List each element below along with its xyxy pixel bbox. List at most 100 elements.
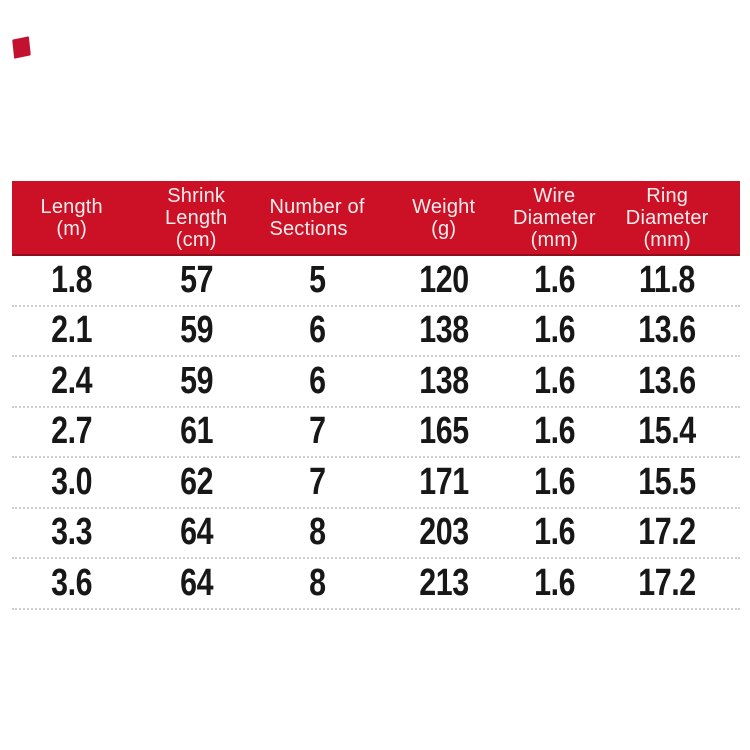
product-spec-table: Length (m) Shrink Length (cm) Number of … bbox=[12, 181, 740, 610]
cell-value: 1.8 bbox=[51, 258, 93, 301]
cell-ring-diameter: 11.8 bbox=[594, 259, 740, 302]
cell-shrink-length: 59 bbox=[131, 360, 261, 403]
column-header-wire-diameter: Wire Diameter (mm) bbox=[512, 181, 596, 254]
cell-value: 15.5 bbox=[638, 460, 696, 503]
cell-value: 13.6 bbox=[638, 359, 696, 402]
cell-ring-diameter: 13.6 bbox=[594, 360, 740, 403]
table-body: 1.8 57 5 120 1.6 11.8 2.1 59 6 138 1.6 1… bbox=[12, 256, 740, 610]
column-header-label: Number of Sections bbox=[269, 195, 365, 240]
cell-value: 57 bbox=[179, 258, 213, 301]
cell-sections: 6 bbox=[261, 309, 373, 352]
cell-length: 2.1 bbox=[12, 309, 131, 352]
cell-value: 1.6 bbox=[533, 511, 575, 554]
column-header-label: Wire Diameter (mm) bbox=[512, 184, 596, 251]
cell-value: 1.6 bbox=[533, 359, 575, 402]
cell-weight: 120 bbox=[373, 259, 514, 302]
cell-wire-diameter: 1.6 bbox=[514, 309, 594, 352]
cell-length: 3.6 bbox=[12, 562, 131, 605]
cell-value: 8 bbox=[308, 561, 326, 604]
cell-value: 165 bbox=[418, 410, 469, 453]
cell-value: 17.2 bbox=[638, 561, 696, 604]
cell-value: 13.6 bbox=[638, 309, 696, 352]
cell-shrink-length: 61 bbox=[131, 410, 261, 453]
cell-value: 2.7 bbox=[51, 410, 93, 453]
table-row: 1.8 57 5 120 1.6 11.8 bbox=[12, 256, 740, 307]
table-row: 3.6 64 8 213 1.6 17.2 bbox=[12, 559, 740, 610]
cell-wire-diameter: 1.6 bbox=[514, 360, 594, 403]
column-header-label: Ring Diameter (mm) bbox=[625, 184, 709, 251]
cell-wire-diameter: 1.6 bbox=[514, 410, 594, 453]
cell-value: 2.1 bbox=[51, 309, 93, 352]
cell-ring-diameter: 17.2 bbox=[594, 562, 740, 605]
cell-ring-diameter: 13.6 bbox=[594, 309, 740, 352]
table-row: 2.4 59 6 138 1.6 13.6 bbox=[12, 357, 740, 408]
cell-value: 59 bbox=[179, 359, 213, 402]
cell-value: 61 bbox=[179, 410, 213, 453]
cell-shrink-length: 57 bbox=[131, 259, 261, 302]
cell-value: 7 bbox=[308, 460, 326, 503]
cell-value: 1.6 bbox=[533, 258, 575, 301]
cell-value: 203 bbox=[418, 511, 469, 554]
cell-value: 6 bbox=[308, 359, 326, 402]
cell-wire-diameter: 1.6 bbox=[514, 562, 594, 605]
cell-weight: 171 bbox=[373, 461, 514, 504]
cell-value: 1.6 bbox=[533, 309, 575, 352]
cell-weight: 213 bbox=[373, 562, 514, 605]
cell-value: 64 bbox=[179, 511, 213, 554]
table-row: 2.7 61 7 165 1.6 15.4 bbox=[12, 408, 740, 458]
cell-value: 1.6 bbox=[533, 561, 575, 604]
cell-sections: 8 bbox=[261, 511, 373, 554]
cell-value: 5 bbox=[308, 258, 326, 301]
cell-value: 120 bbox=[418, 258, 469, 301]
cell-shrink-length: 64 bbox=[131, 511, 261, 554]
cell-value: 62 bbox=[179, 460, 213, 503]
cell-wire-diameter: 1.6 bbox=[514, 259, 594, 302]
table-row: 2.1 59 6 138 1.6 13.6 bbox=[12, 307, 740, 357]
cell-value: 1.6 bbox=[533, 410, 575, 453]
cell-weight: 203 bbox=[373, 511, 514, 554]
cell-length: 2.4 bbox=[12, 360, 131, 403]
table-row: 3.3 64 8 203 1.6 17.2 bbox=[12, 509, 740, 559]
cell-weight: 165 bbox=[373, 410, 514, 453]
cell-value: 17.2 bbox=[638, 511, 696, 554]
cell-value: 59 bbox=[179, 309, 213, 352]
cell-shrink-length: 64 bbox=[131, 562, 261, 605]
red-corner-mark bbox=[12, 36, 31, 59]
cell-length: 2.7 bbox=[12, 410, 131, 453]
cell-value: 2.4 bbox=[51, 359, 93, 402]
cell-value: 1.6 bbox=[533, 460, 575, 503]
cell-weight: 138 bbox=[373, 360, 514, 403]
cell-value: 15.4 bbox=[638, 410, 696, 453]
cell-ring-diameter: 15.4 bbox=[594, 410, 740, 453]
column-header-weight: Weight (g) bbox=[373, 181, 514, 254]
cell-length: 3.0 bbox=[12, 461, 131, 504]
cell-shrink-length: 62 bbox=[131, 461, 261, 504]
cell-value: 171 bbox=[418, 460, 469, 503]
cell-value: 138 bbox=[418, 309, 469, 352]
cell-value: 11.8 bbox=[639, 258, 696, 301]
cell-value: 8 bbox=[308, 511, 326, 554]
column-header-ring-diameter: Ring Diameter (mm) bbox=[594, 181, 740, 254]
cell-length: 3.3 bbox=[12, 511, 131, 554]
column-header-label: Shrink Length (cm) bbox=[164, 184, 228, 251]
cell-value: 3.3 bbox=[51, 511, 93, 554]
cell-ring-diameter: 17.2 bbox=[594, 511, 740, 554]
cell-value: 3.6 bbox=[51, 561, 93, 604]
cell-shrink-length: 59 bbox=[131, 309, 261, 352]
column-header-length: Length (m) bbox=[12, 181, 131, 254]
column-header-label: Length (m) bbox=[40, 195, 103, 240]
cell-wire-diameter: 1.6 bbox=[514, 511, 594, 554]
cell-value: 6 bbox=[308, 309, 326, 352]
cell-value: 138 bbox=[418, 359, 469, 402]
cell-sections: 7 bbox=[261, 410, 373, 453]
cell-sections: 8 bbox=[261, 562, 373, 605]
column-header-shrink-length: Shrink Length (cm) bbox=[131, 181, 261, 254]
cell-length: 1.8 bbox=[12, 259, 131, 302]
cell-weight: 138 bbox=[373, 309, 514, 352]
column-header-label: Weight (g) bbox=[412, 195, 476, 240]
cell-value: 3.0 bbox=[51, 460, 93, 503]
cell-ring-diameter: 15.5 bbox=[594, 461, 740, 504]
cell-sections: 5 bbox=[261, 259, 373, 302]
table-header-row: Length (m) Shrink Length (cm) Number of … bbox=[12, 181, 740, 256]
